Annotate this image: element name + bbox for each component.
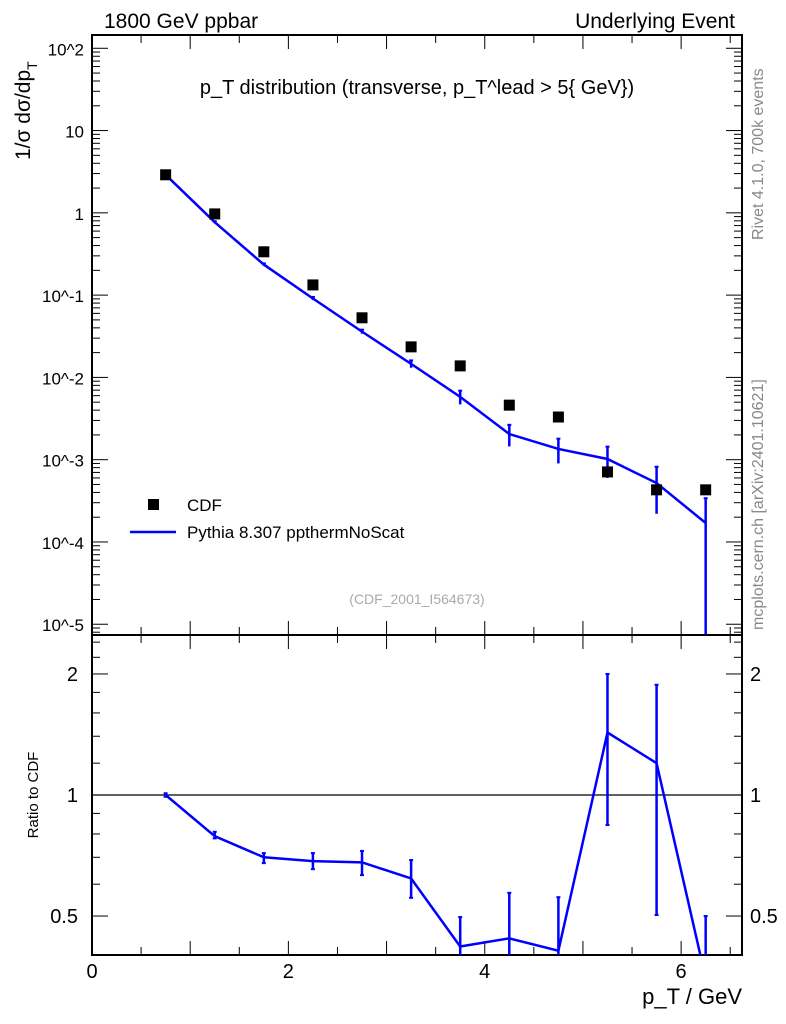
y-tick-label: 10^-3 (42, 452, 84, 471)
y-tick-label: 10^-2 (42, 369, 84, 388)
x-tick-label: 0 (86, 961, 97, 983)
cdf-data-point (258, 246, 270, 258)
cdf-data-point (601, 466, 613, 478)
legend-label-mc: Pythia 8.307 ppthermNoScat (187, 523, 405, 542)
x-tick-label: 6 (676, 961, 687, 983)
ylabel-main: 1/σ dσ/dp (12, 70, 35, 160)
y-tick-label: 10^-5 (42, 616, 84, 635)
ratio-y-tick-label: 0.5 (50, 906, 78, 928)
mc-line (164, 173, 707, 524)
cdf-data-point (209, 208, 221, 220)
cdf-data-point (700, 484, 712, 496)
cdf-data-point (651, 484, 663, 496)
ratio-y-label: Ratio to CDF (25, 752, 42, 839)
main-frame (91, 34, 743, 636)
main-plot: 10^-5 10^-4 10^-3 10^-2 10^-1 1 10 10^2 (42, 34, 743, 636)
y-tick-label: 10^-1 (42, 287, 84, 306)
cdf-data-point (160, 169, 172, 181)
side-label-mcplots: mcplots.cern.ch [arXiv:2401.10621] (750, 379, 767, 630)
y-tick-label: 10^2 (48, 40, 84, 59)
cdf-data-point (552, 411, 564, 423)
analysis-id: (CDF_2001_I564673) (349, 591, 484, 607)
x-tick-label: 4 (479, 961, 490, 983)
legend-marker-cdf (148, 499, 159, 510)
header-left: 1800 GeV ppbar (104, 10, 258, 33)
cdf-data-point (307, 279, 319, 291)
legend: CDF Pythia 8.307 ppthermNoScat (130, 496, 405, 542)
y-tick-label: 1 (75, 205, 84, 224)
y-axis-label: 1/σ dσ/dpT (12, 61, 40, 160)
ylabel-sub: T (24, 61, 40, 70)
ratio-mc-line (164, 730, 702, 955)
y-tick-label: 10^-4 (42, 534, 84, 553)
x-tick-label: 2 (283, 961, 294, 983)
ratio-y-tick-label-right: 0.5 (750, 906, 778, 928)
ratio-y-tick-label: 1 (67, 785, 78, 807)
ratio-y-tick-label-right: 1 (750, 785, 761, 807)
side-label-rivet: Rivet 4.1.0, 700k events (750, 68, 767, 240)
cdf-data-point (356, 312, 368, 324)
x-axis-label: p_T / GeV (642, 984, 742, 1009)
cdf-data-point (454, 360, 466, 372)
legend-label-cdf: CDF (187, 496, 222, 515)
ratio-plot: 0.5 0.5 1 1 2 2 0 2 4 6 (50, 634, 778, 983)
cdf-data-point (503, 399, 515, 411)
ratio-y-tick-label-right: 2 (750, 664, 761, 686)
cdf-data-point (405, 341, 417, 353)
main-title: p_T distribution (transverse, p_T^lead >… (200, 77, 634, 99)
ratio-y-tick-label: 2 (67, 664, 78, 686)
y-tick-label: 10 (65, 123, 84, 142)
header-right: Underlying Event (575, 10, 735, 33)
